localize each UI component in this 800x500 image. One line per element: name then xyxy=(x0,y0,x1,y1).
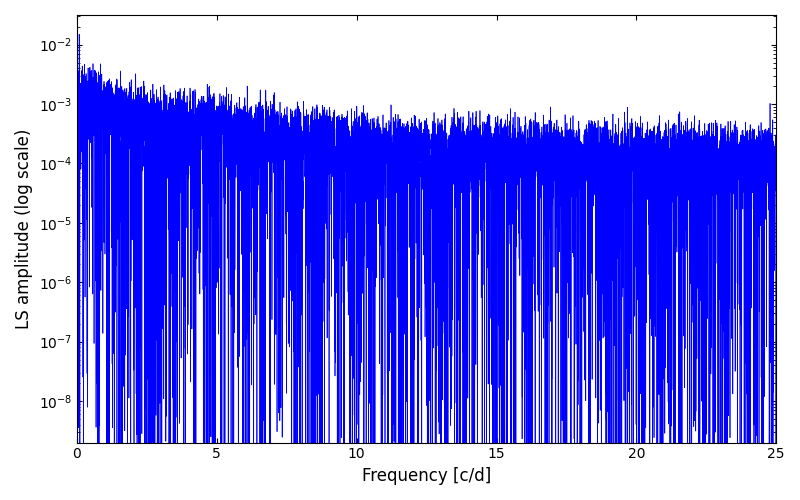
X-axis label: Frequency [c/d]: Frequency [c/d] xyxy=(362,467,491,485)
Y-axis label: LS amplitude (log scale): LS amplitude (log scale) xyxy=(15,128,33,329)
